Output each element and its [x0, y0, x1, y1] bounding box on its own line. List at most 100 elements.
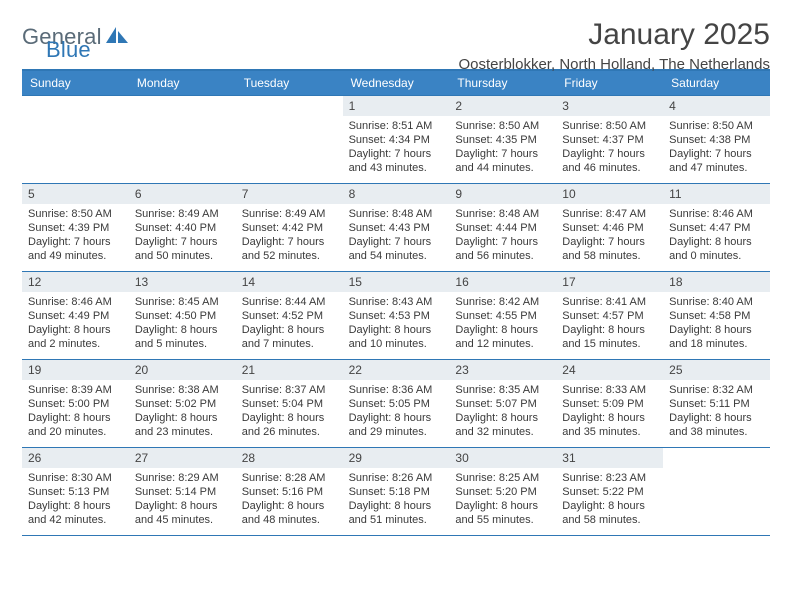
daylight-text: and 48 minutes.: [242, 513, 337, 527]
sunset-text: Sunset: 5:02 PM: [135, 397, 230, 411]
day-number: 1: [343, 96, 450, 116]
calendar-cell-19: 19Sunrise: 8:39 AMSunset: 5:00 PMDayligh…: [22, 360, 129, 448]
sunrise-text: Sunrise: 8:26 AM: [349, 471, 444, 485]
day-number: 7: [236, 184, 343, 204]
calendar-cell-5: 5Sunrise: 8:50 AMSunset: 4:39 PMDaylight…: [22, 184, 129, 272]
sunset-text: Sunset: 4:53 PM: [349, 309, 444, 323]
day-body: Sunrise: 8:50 AMSunset: 4:39 PMDaylight:…: [22, 204, 129, 267]
dayhead-saturday: Saturday: [663, 71, 770, 96]
calendar-cell-7: 7Sunrise: 8:49 AMSunset: 4:42 PMDaylight…: [236, 184, 343, 272]
calendar-cell-blank: .: [663, 448, 770, 536]
calendar-cell-23: 23 Sunrise: 8:35 AMSunset: 5:07 PMDayligh…: [449, 360, 556, 448]
daylight-text: Daylight: 8 hours: [349, 411, 444, 425]
daylight-text: and 45 minutes.: [135, 513, 230, 527]
day-body: Sunrise: 8:50 AMSunset: 4:37 PMDaylight:…: [556, 116, 663, 179]
daylight-text: and 54 minutes.: [349, 249, 444, 263]
sunrise-text: Sunrise: 8:51 AM: [349, 119, 444, 133]
day-body: Sunrise: 8:23 AMSunset: 5:22 PMDaylight:…: [556, 468, 663, 531]
calendar-page: General January 2025 Oosterblokker, Nort…: [0, 0, 792, 546]
dayhead-thursday: Thursday: [449, 71, 556, 96]
day-number: 8: [343, 184, 450, 204]
calendar-cell-26: 26Sunrise: 8:30 AMSunset: 5:13 PMDayligh…: [22, 448, 129, 536]
sunrise-text: Sunrise: 8:49 AM: [135, 207, 230, 221]
calendar-cell-21: 21Sunrise: 8:37 AMSunset: 5:04 PMDayligh…: [236, 360, 343, 448]
daylight-text: and 32 minutes.: [455, 425, 550, 439]
daylight-text: Daylight: 8 hours: [455, 411, 550, 425]
day-number: 11: [663, 184, 770, 204]
daylight-text: and 58 minutes.: [562, 249, 657, 263]
day-number: 18: [663, 272, 770, 292]
day-body: Sunrise: 8:48 AMSunset: 4:44 PMDaylight:…: [449, 204, 556, 267]
day-number: 20: [129, 360, 236, 380]
sunset-text: Sunset: 5:07 PM: [455, 397, 550, 411]
sunrise-text: Sunrise: 8:44 AM: [242, 295, 337, 309]
sunrise-text: Sunrise: 8:38 AM: [135, 383, 230, 397]
daylight-text: and 49 minutes.: [28, 249, 123, 263]
calendar-cell-16: 16Sunrise: 8:42 AMSunset: 4:55 PMDayligh…: [449, 272, 556, 360]
daylight-text: Daylight: 8 hours: [28, 323, 123, 337]
daylight-text: Daylight: 8 hours: [455, 323, 550, 337]
calendar-cell-28: 28Sunrise: 8:28 AMSunset: 5:16 PMDayligh…: [236, 448, 343, 536]
day-body: Sunrise: 8:46 AMSunset: 4:47 PMDaylight:…: [663, 204, 770, 267]
title-block: January 2025 Oosterblokker, North Hollan…: [458, 18, 770, 73]
sunrise-text: Sunrise: 8:50 AM: [562, 119, 657, 133]
calendar-cell-20: 20Sunrise: 8:38 AMSunset: 5:02 PMDayligh…: [129, 360, 236, 448]
calendar-cell-31: 31Sunrise: 8:23 AMSunset: 5:22 PMDayligh…: [556, 448, 663, 536]
day-body: Sunrise: 8:49 AMSunset: 4:40 PMDaylight:…: [129, 204, 236, 267]
daylight-text: and 29 minutes.: [349, 425, 444, 439]
sunrise-text: Sunrise: 8:35 AM: [455, 383, 550, 397]
sunrise-text: Sunrise: 8:50 AM: [28, 207, 123, 221]
calendar-cell-12: 12Sunrise: 8:46 AMSunset: 4:49 PMDayligh…: [22, 272, 129, 360]
day-number: 28: [236, 448, 343, 468]
sunrise-text: Sunrise: 8:48 AM: [349, 207, 444, 221]
calendar-cell-2: 2Sunrise: 8:50 AMSunset: 4:35 PMDaylight…: [449, 96, 556, 184]
sunset-text: Sunset: 5:20 PM: [455, 485, 550, 499]
calendar-cell-blank: .: [22, 96, 129, 184]
day-number: 26: [22, 448, 129, 468]
calendar-cell-blank: .: [236, 96, 343, 184]
day-number: 23: [449, 360, 556, 380]
daylight-text: Daylight: 7 hours: [669, 147, 764, 161]
calendar-cell-3: 3Sunrise: 8:50 AMSunset: 4:37 PMDaylight…: [556, 96, 663, 184]
day-number: 5: [22, 184, 129, 204]
day-number: 30: [449, 448, 556, 468]
day-body: Sunrise: 8:41 AMSunset: 4:57 PMDaylight:…: [556, 292, 663, 355]
day-body: Sunrise: 8:25 AMSunset: 5:20 PMDaylight:…: [449, 468, 556, 531]
sunrise-text: Sunrise: 8:47 AM: [562, 207, 657, 221]
daylight-text: Daylight: 8 hours: [562, 499, 657, 513]
sunset-text: Sunset: 5:11 PM: [669, 397, 764, 411]
day-number: 12: [22, 272, 129, 292]
dayhead-friday: Friday: [556, 71, 663, 96]
calendar-cell-24: 24Sunrise: 8:33 AMSunset: 5:09 PMDayligh…: [556, 360, 663, 448]
day-body: Sunrise: 8:44 AMSunset: 4:52 PMDaylight:…: [236, 292, 343, 355]
sunset-text: Sunset: 4:49 PM: [28, 309, 123, 323]
sunset-text: Sunset: 4:55 PM: [455, 309, 550, 323]
day-body: Sunrise: 8:29 AMSunset: 5:14 PMDaylight:…: [129, 468, 236, 531]
daylight-text: Daylight: 7 hours: [562, 147, 657, 161]
calendar-cell-15: 15Sunrise: 8:43 AMSunset: 4:53 PMDayligh…: [343, 272, 450, 360]
brand-part2: Blue: [46, 37, 91, 63]
dayhead-wednesday: Wednesday: [343, 71, 450, 96]
sunrise-text: Sunrise: 8:37 AM: [242, 383, 337, 397]
daylight-text: and 10 minutes.: [349, 337, 444, 351]
sunset-text: Sunset: 5:18 PM: [349, 485, 444, 499]
calendar-cell-4: 4Sunrise: 8:50 AMSunset: 4:38 PMDaylight…: [663, 96, 770, 184]
day-body: Sunrise: 8:26 AMSunset: 5:18 PMDaylight:…: [343, 468, 450, 531]
day-number: 27: [129, 448, 236, 468]
month-title: January 2025: [458, 18, 770, 52]
calendar-cell-13: 13Sunrise: 8:45 AMSunset: 4:50 PMDayligh…: [129, 272, 236, 360]
sunset-text: Sunset: 5:05 PM: [349, 397, 444, 411]
daylight-text: Daylight: 8 hours: [28, 411, 123, 425]
sunrise-text: Sunrise: 8:36 AM: [349, 383, 444, 397]
day-number: 3: [556, 96, 663, 116]
daylight-text: and 43 minutes.: [349, 161, 444, 175]
sunset-text: Sunset: 4:42 PM: [242, 221, 337, 235]
sunrise-text: Sunrise: 8:32 AM: [669, 383, 764, 397]
calendar-cell-10: 10Sunrise: 8:47 AMSunset: 4:46 PMDayligh…: [556, 184, 663, 272]
daylight-text: Daylight: 7 hours: [135, 235, 230, 249]
daylight-text: Daylight: 7 hours: [242, 235, 337, 249]
sunset-text: Sunset: 4:38 PM: [669, 133, 764, 147]
daylight-text: and 23 minutes.: [135, 425, 230, 439]
daylight-text: Daylight: 7 hours: [455, 235, 550, 249]
day-number: 9: [449, 184, 556, 204]
